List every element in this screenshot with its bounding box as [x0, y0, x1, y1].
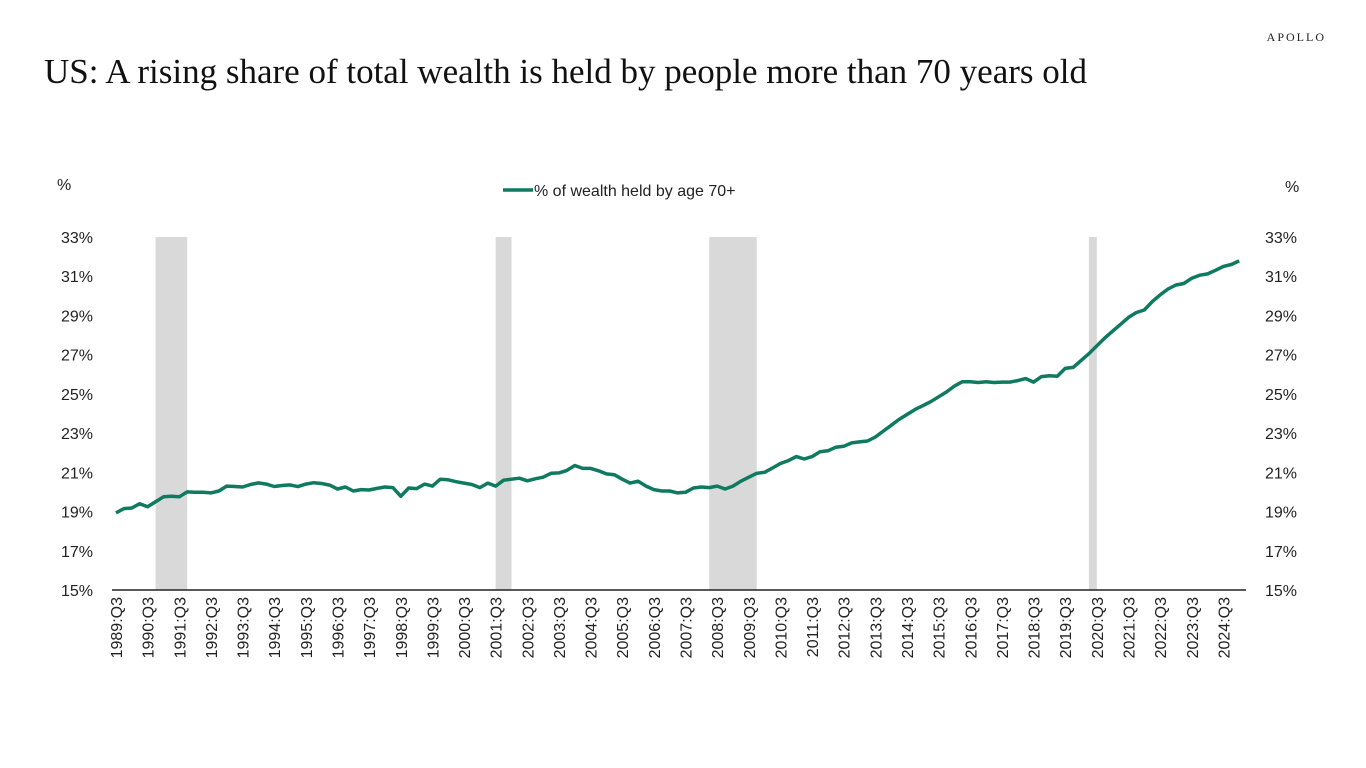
x-tick-label: 2003:Q3 [552, 597, 569, 658]
y-tick-label-right: 31% [1265, 269, 1297, 286]
x-tick-label: 2001:Q3 [489, 597, 506, 658]
x-tick-label: 1997:Q3 [362, 597, 379, 658]
recession-band [709, 237, 757, 590]
recession-band [155, 237, 188, 590]
x-tick-label: 1989:Q3 [109, 597, 126, 658]
recession-band [495, 237, 512, 590]
x-tick-label: 2010:Q3 [773, 597, 790, 658]
y-axis-right-unit: % [1285, 179, 1299, 196]
x-tick-label: 1996:Q3 [330, 597, 347, 658]
x-tick-label: 2009:Q3 [742, 597, 759, 658]
x-tick-label: 2024:Q3 [1216, 597, 1233, 658]
y-tick-label-right: 17% [1265, 544, 1297, 561]
x-tick-label: 1999:Q3 [425, 597, 442, 658]
recession-band [1088, 237, 1097, 590]
x-tick-label: 2012:Q3 [837, 597, 854, 658]
x-tick-label: 1994:Q3 [267, 597, 284, 658]
y-tick-label-left: 17% [61, 544, 93, 561]
y-axis-left: 15% 17% 19% 21% 23% 25% 27% 29% 31% 33% [61, 230, 93, 600]
y-tick-label-right: 33% [1265, 230, 1297, 247]
x-tick-label: 2004:Q3 [584, 597, 601, 658]
x-tick-label: 2002:Q3 [520, 597, 537, 658]
x-tick-label: 2007:Q3 [679, 597, 696, 658]
x-axis-ticks: 1989:Q3 1990:Q3 1991:Q3 1992:Q3 1993:Q3 1994:… [109, 597, 1233, 658]
legend-label: % of wealth held by age 70+ [534, 183, 735, 200]
x-tick-label: 2005:Q3 [615, 597, 632, 658]
y-tick-label-right: 27% [1265, 348, 1297, 365]
chart-title: US: A rising share of total wealth is he… [44, 52, 1087, 91]
y-tick-label-right: 21% [1265, 465, 1297, 482]
x-tick-label: 1998:Q3 [394, 597, 411, 658]
x-tick-label: 1991:Q3 [172, 597, 189, 658]
x-tick-label: 1993:Q3 [236, 597, 253, 658]
x-tick-label: 2021:Q3 [1121, 597, 1138, 658]
x-tick-label: 2016:Q3 [963, 597, 980, 658]
x-tick-label: 2014:Q3 [900, 597, 917, 658]
x-tick-label: 2015:Q3 [932, 597, 949, 658]
y-tick-label-right: 29% [1265, 308, 1297, 325]
x-tick-label: 1995:Q3 [299, 597, 316, 658]
legend: % of wealth held by age 70+ [503, 183, 735, 200]
series-points [115, 260, 1240, 514]
x-tick-label: 2020:Q3 [1090, 597, 1107, 658]
series-line-wealth-70plus [115, 259, 1240, 515]
recession-bands [155, 237, 1097, 590]
x-tick-label: 2013:Q3 [868, 597, 885, 658]
x-tick-label: 1992:Q3 [204, 597, 221, 658]
y-tick-label-left: 15% [61, 583, 93, 600]
x-tick-label: 2023:Q3 [1185, 597, 1202, 658]
x-tick-label: 2018:Q3 [1027, 597, 1044, 658]
x-tick-label: 2022:Q3 [1153, 597, 1170, 658]
x-tick-label: 2008:Q3 [710, 597, 727, 658]
y-tick-label-right: 25% [1265, 387, 1297, 404]
y-tick-label-left: 25% [61, 387, 93, 404]
y-axis-right: 15% 17% 19% 21% 23% 25% 27% 29% 31% 33% [1265, 230, 1297, 600]
x-tick-label: 2017:Q3 [995, 597, 1012, 658]
x-tick-label: 2019:Q3 [1058, 597, 1075, 658]
y-tick-label-right: 23% [1265, 426, 1297, 443]
apollo-logo: APOLLO [1266, 30, 1326, 44]
y-tick-label-left: 19% [61, 505, 93, 522]
x-tick-label: 1990:Q3 [141, 597, 158, 658]
y-axis-left-unit: % [57, 177, 71, 194]
y-tick-label-left: 33% [61, 230, 93, 247]
y-tick-label-left: 23% [61, 426, 93, 443]
x-tick-label: 2006:Q3 [647, 597, 664, 658]
y-tick-label-left: 29% [61, 308, 93, 325]
y-tick-label-left: 27% [61, 348, 93, 365]
y-tick-label-left: 21% [61, 465, 93, 482]
x-tick-label: 2011:Q3 [805, 597, 822, 657]
x-tick-label: 2000:Q3 [457, 597, 474, 658]
y-tick-label-right: 19% [1265, 505, 1297, 522]
y-tick-label-right: 15% [1265, 583, 1297, 600]
y-tick-label-left: 31% [61, 269, 93, 286]
